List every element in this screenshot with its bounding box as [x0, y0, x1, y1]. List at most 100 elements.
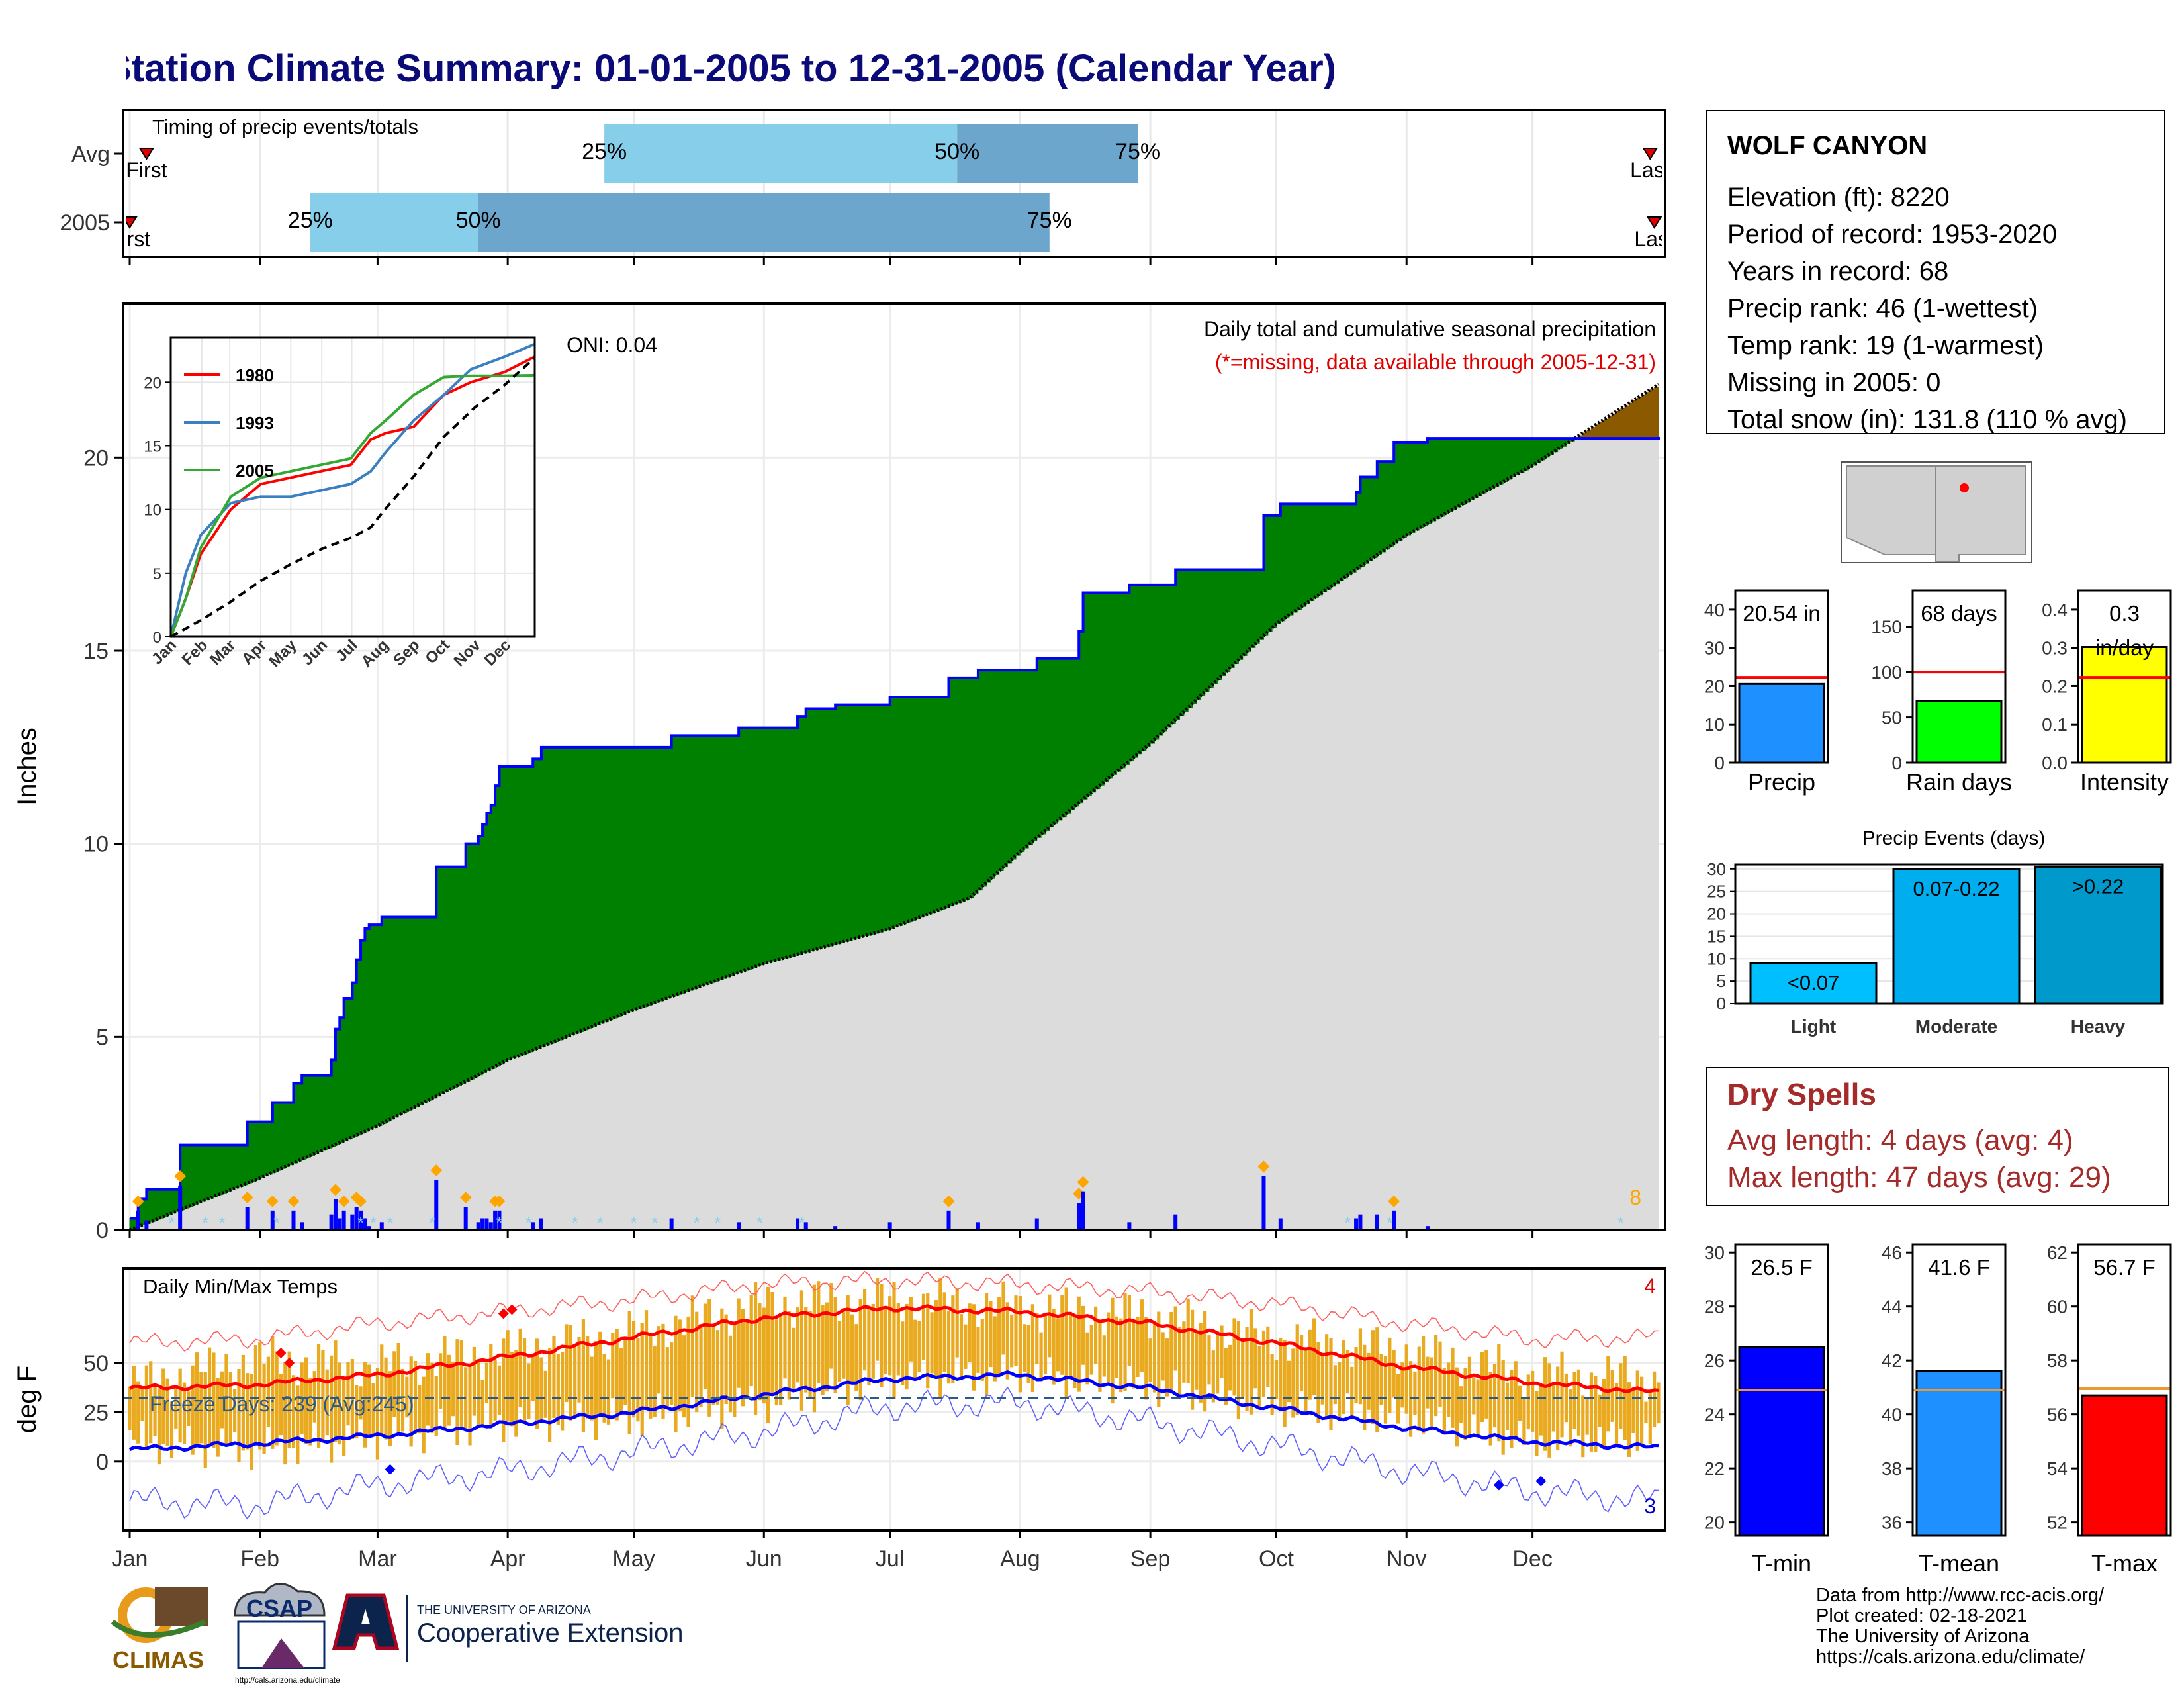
inset-series-average-line: [170, 357, 536, 638]
record-low-count: 3: [1644, 1494, 1656, 1518]
daily-precip-bar: [1375, 1214, 1379, 1230]
dry-avg-length: Avg length: 4 days (avg: 4): [1727, 1124, 2073, 1156]
normal-precip-area: [130, 384, 1659, 1230]
summary-value-label: in/day: [2095, 635, 2154, 660]
daily-precip-bar: [463, 1207, 468, 1230]
temp-ytick-label: 50: [83, 1351, 109, 1376]
summary-ytick-label: 20: [1704, 1513, 1725, 1533]
daily-precip-bar: [379, 1222, 384, 1230]
timing-bar-q1: [310, 193, 478, 252]
daily-precip-bar: [1261, 1176, 1266, 1230]
ua-small-text: THE UNIVERSITY OF ARIZONA: [417, 1603, 591, 1617]
ua-large-text: Cooperative Extension: [417, 1618, 683, 1648]
timing-bar-q2: [478, 193, 1050, 252]
heavy-event-marker: [241, 1192, 253, 1203]
summary-ytick-label: 44: [1882, 1297, 1902, 1317]
precip-ytick-label: 20: [83, 445, 109, 471]
inset-ytick-label: 10: [144, 502, 161, 520]
heavy-event-marker: [338, 1195, 350, 1207]
summary-ytick-label: 0: [1891, 753, 1902, 773]
csap-url: http://cals.arizona.edu/climate: [235, 1675, 340, 1685]
daily-precip-bar: [493, 1210, 498, 1230]
summary-ytick-label: 26: [1704, 1350, 1725, 1371]
summary-ytick-label: 46: [1882, 1243, 1902, 1263]
daily-precip-bar: [976, 1222, 980, 1230]
timing-bar-q2: [957, 124, 1138, 183]
normal-tmin-line: [128, 1370, 1659, 1452]
events-ytick-label: 20: [1707, 904, 1726, 924]
daily-precip-bar: [329, 1214, 334, 1230]
events-category-label: Moderate: [1915, 1016, 1997, 1037]
station-years: Years in record: 68: [1727, 257, 1949, 286]
timing-label-25: 25%: [582, 139, 627, 164]
month-xtick-label: Aug: [1000, 1546, 1040, 1571]
summary-ytick-label: 42: [1882, 1350, 1902, 1371]
normal-precip-line: [129, 383, 1660, 1232]
map-arizona: [1846, 465, 1936, 555]
record-low-marker: [1535, 1476, 1547, 1487]
summary-ytick-label: 0: [1714, 753, 1725, 773]
events-panel-frame: [1734, 863, 2164, 1005]
summary-ytick-label: 62: [2047, 1243, 2068, 1263]
events-ytick-label: 5: [1717, 971, 1726, 991]
timing-last-marker: [1646, 216, 1662, 229]
timing-label-50: 50%: [456, 208, 501, 233]
snow-event-marker: *: [572, 1213, 578, 1233]
month-xtick-label: Mar: [358, 1546, 397, 1571]
summary-panel-frame: [1734, 1243, 1829, 1537]
heavy-event-marker: [287, 1195, 300, 1207]
summary-panel-frame: [1911, 1243, 2007, 1537]
events-bar-moderate: [1892, 868, 2021, 1005]
heavy-event-marker: [459, 1192, 472, 1203]
summary-ytick-label: 56: [2047, 1405, 2068, 1425]
summary-ytick-label: 0.4: [2042, 600, 2068, 620]
daily-precip-bar: [484, 1218, 489, 1230]
summary-ytick-label: 24: [1704, 1405, 1725, 1425]
summary-ytick-label: 50: [1882, 708, 1902, 728]
daily-precip-bar: [833, 1226, 838, 1230]
dry-max-length: Max length: 47 days (avg: 29): [1727, 1161, 2111, 1194]
inset-legend-label: 1993: [236, 413, 274, 433]
daily-precip-bar: [737, 1222, 741, 1230]
month-xtick-label: Apr: [490, 1546, 525, 1571]
summary-bar-precip_total: [1738, 682, 1825, 764]
summary-ytick-label: 60: [2047, 1297, 2068, 1317]
credit-data-source: Data from http://www.rcc-acis.org/: [1816, 1585, 2105, 1606]
snow-event-marker: *: [714, 1213, 721, 1233]
daily-precip-bar: [480, 1218, 485, 1230]
month-xtick-label: Nov: [1387, 1546, 1426, 1571]
heavy-event-marker: [1257, 1160, 1270, 1173]
timing-last-marker: [1642, 148, 1659, 160]
daily-precip-bar: [333, 1199, 338, 1230]
snow-event-marker: *: [370, 1213, 377, 1233]
inset-ytick-label: 15: [144, 438, 161, 455]
snow-event-marker: *: [429, 1213, 435, 1233]
month-xtick-label: May: [612, 1546, 655, 1571]
month-xtick-label: Feb: [240, 1546, 279, 1571]
daily-precip-bar: [1077, 1203, 1081, 1230]
summary-ytick-label: 0.3: [2042, 638, 2068, 659]
station-period: Period of record: 1953-2020: [1727, 220, 2058, 249]
timing-first-label: First: [126, 158, 167, 182]
summary-ytick-label: 30: [1704, 638, 1725, 659]
summary-ytick-label: 0.0: [2042, 753, 2068, 773]
summary-bar-tmean_summary: [1915, 1370, 2003, 1537]
month-xtick-label: Jul: [876, 1546, 904, 1571]
university-of-arizona-logo: THE UNIVERSITY OF ARIZONA Cooperative Ex…: [332, 1593, 683, 1662]
normal-tmax-line: [128, 1304, 1659, 1393]
daily-precip-bar: [1392, 1210, 1396, 1230]
inset-legend-label: 1980: [236, 365, 274, 385]
station-total-snow: Total snow (in): 131.8 (110 % avg): [1727, 405, 2128, 434]
summary-ytick-label: 150: [1871, 617, 1902, 637]
dry-spells-title: Dry Spells: [1727, 1077, 1876, 1111]
daily-precip-bar: [476, 1222, 480, 1230]
precip-panel-frame: [122, 302, 1666, 1231]
daily-precip-bar: [488, 1222, 493, 1230]
timing-row-label: Avg: [71, 142, 110, 167]
timing-bar-q1: [604, 124, 958, 183]
summary-bar-rain_days: [1915, 700, 2003, 764]
events-bar-label: >0.22: [2072, 874, 2124, 898]
credit-plot-created: Plot created: 02-18-2021: [1816, 1605, 2028, 1626]
oni-label: ONI: 0.04: [567, 333, 657, 357]
snow-event-marker: *: [273, 1213, 280, 1233]
